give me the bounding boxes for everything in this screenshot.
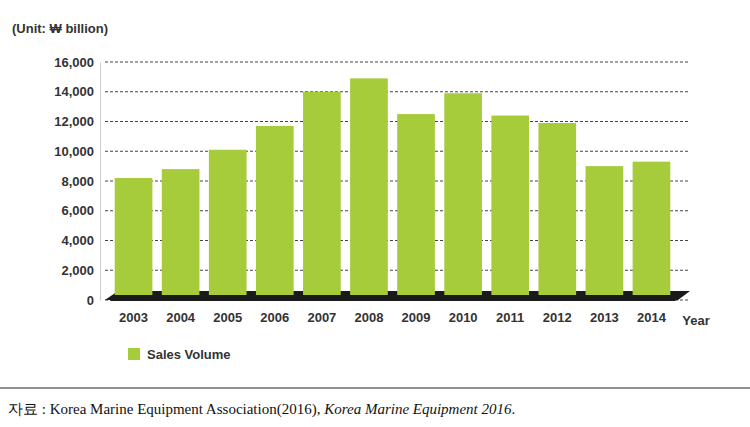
- bar: [444, 93, 482, 295]
- bar: [162, 169, 200, 295]
- x-tick-label: 2010: [449, 310, 478, 325]
- y-tick: 8,000: [61, 174, 100, 189]
- y-tick: 6,000: [61, 203, 100, 218]
- y-tick-label: 2,000: [61, 263, 94, 278]
- source-part: 자료 : Korea Marine Equipment Association(…: [8, 401, 324, 418]
- x-tick: 2008: [354, 300, 383, 325]
- x-axis-line: [111, 300, 676, 301]
- x-tick: 2012: [543, 300, 572, 325]
- x-tick: 2014: [637, 300, 667, 325]
- x-tick-label: 2007: [307, 310, 336, 325]
- y-axis-line: [100, 63, 101, 301]
- x-tick-label: 2008: [354, 310, 383, 325]
- chart: 0 2,000 4,000 6,000 8,000 10,000 12,000 14,000 1…: [0, 0, 750, 427]
- y-axis-title: (Unit: ₩ billion): [12, 21, 108, 36]
- x-tick-label: 2005: [213, 310, 242, 325]
- bar: [303, 92, 341, 295]
- bar: [633, 162, 671, 295]
- source-part: .: [512, 401, 516, 417]
- bar: [350, 78, 388, 295]
- x-tick: 2011: [496, 300, 524, 325]
- legend: Sales Volume: [128, 347, 231, 362]
- x-tick-label: 2006: [260, 310, 289, 325]
- x-tick: 2009: [402, 300, 431, 325]
- x-tick-label: 2003: [119, 310, 148, 325]
- x-tick-label: 2009: [402, 310, 431, 325]
- x-tick: 2005: [213, 300, 242, 325]
- grid-line: [105, 91, 690, 92]
- bars: [115, 78, 671, 295]
- y-tick: 2,000: [61, 263, 100, 278]
- grid-line: [105, 62, 690, 63]
- x-axis-title: Year: [682, 313, 709, 328]
- y-tick-label: 0: [87, 293, 94, 308]
- x-tick: 2006: [260, 300, 289, 325]
- x-tick-label: 2012: [543, 310, 572, 325]
- x-tick-label: 2004: [166, 310, 196, 325]
- grid: [105, 62, 690, 300]
- y-tick: 10,000: [54, 144, 100, 159]
- y-tick-label: 8,000: [61, 174, 94, 189]
- y-axis: 0 2,000 4,000 6,000 8,000 10,000 12,000 14,000 1…: [54, 55, 100, 308]
- y-tick: 4,000: [61, 233, 100, 248]
- y-tick: 0: [87, 293, 100, 308]
- y-tick-label: 4,000: [61, 233, 94, 248]
- separator: [0, 388, 750, 389]
- y-tick-label: 12,000: [54, 114, 94, 129]
- x-tick-label: 2014: [637, 310, 667, 325]
- y-tick: 12,000: [54, 114, 100, 129]
- bar: [115, 178, 153, 295]
- x-tick-label: 2011: [496, 310, 524, 325]
- legend-label: Sales Volume: [147, 347, 231, 362]
- y-tick: 16,000: [54, 55, 100, 70]
- bar: [491, 116, 529, 295]
- y-tick: 14,000: [54, 84, 100, 99]
- x-tick-label: 2013: [590, 310, 619, 325]
- x-tick: 2013: [590, 300, 619, 325]
- legend-swatch: [128, 348, 140, 360]
- x-tick: 2010: [449, 300, 478, 325]
- bar: [256, 126, 294, 295]
- bar: [397, 114, 435, 295]
- y-tick-label: 6,000: [61, 203, 94, 218]
- bar: [538, 123, 576, 295]
- x-tick: 2003: [119, 300, 148, 325]
- x-axis: 2003 2004 2005 2006 2007 2008 2009 2010 2011 2012…: [111, 300, 676, 325]
- x-tick: 2007: [307, 300, 336, 325]
- y-tick-label: 10,000: [54, 144, 94, 159]
- source-part: Korea Marine Equipment 2016: [323, 401, 512, 417]
- y-tick-label: 14,000: [54, 84, 94, 99]
- source: 자료 : Korea Marine Equipment Association(…: [8, 401, 515, 418]
- y-tick-label: 16,000: [54, 55, 94, 70]
- bar: [586, 166, 624, 295]
- bar: [209, 150, 247, 295]
- x-tick: 2004: [166, 300, 196, 325]
